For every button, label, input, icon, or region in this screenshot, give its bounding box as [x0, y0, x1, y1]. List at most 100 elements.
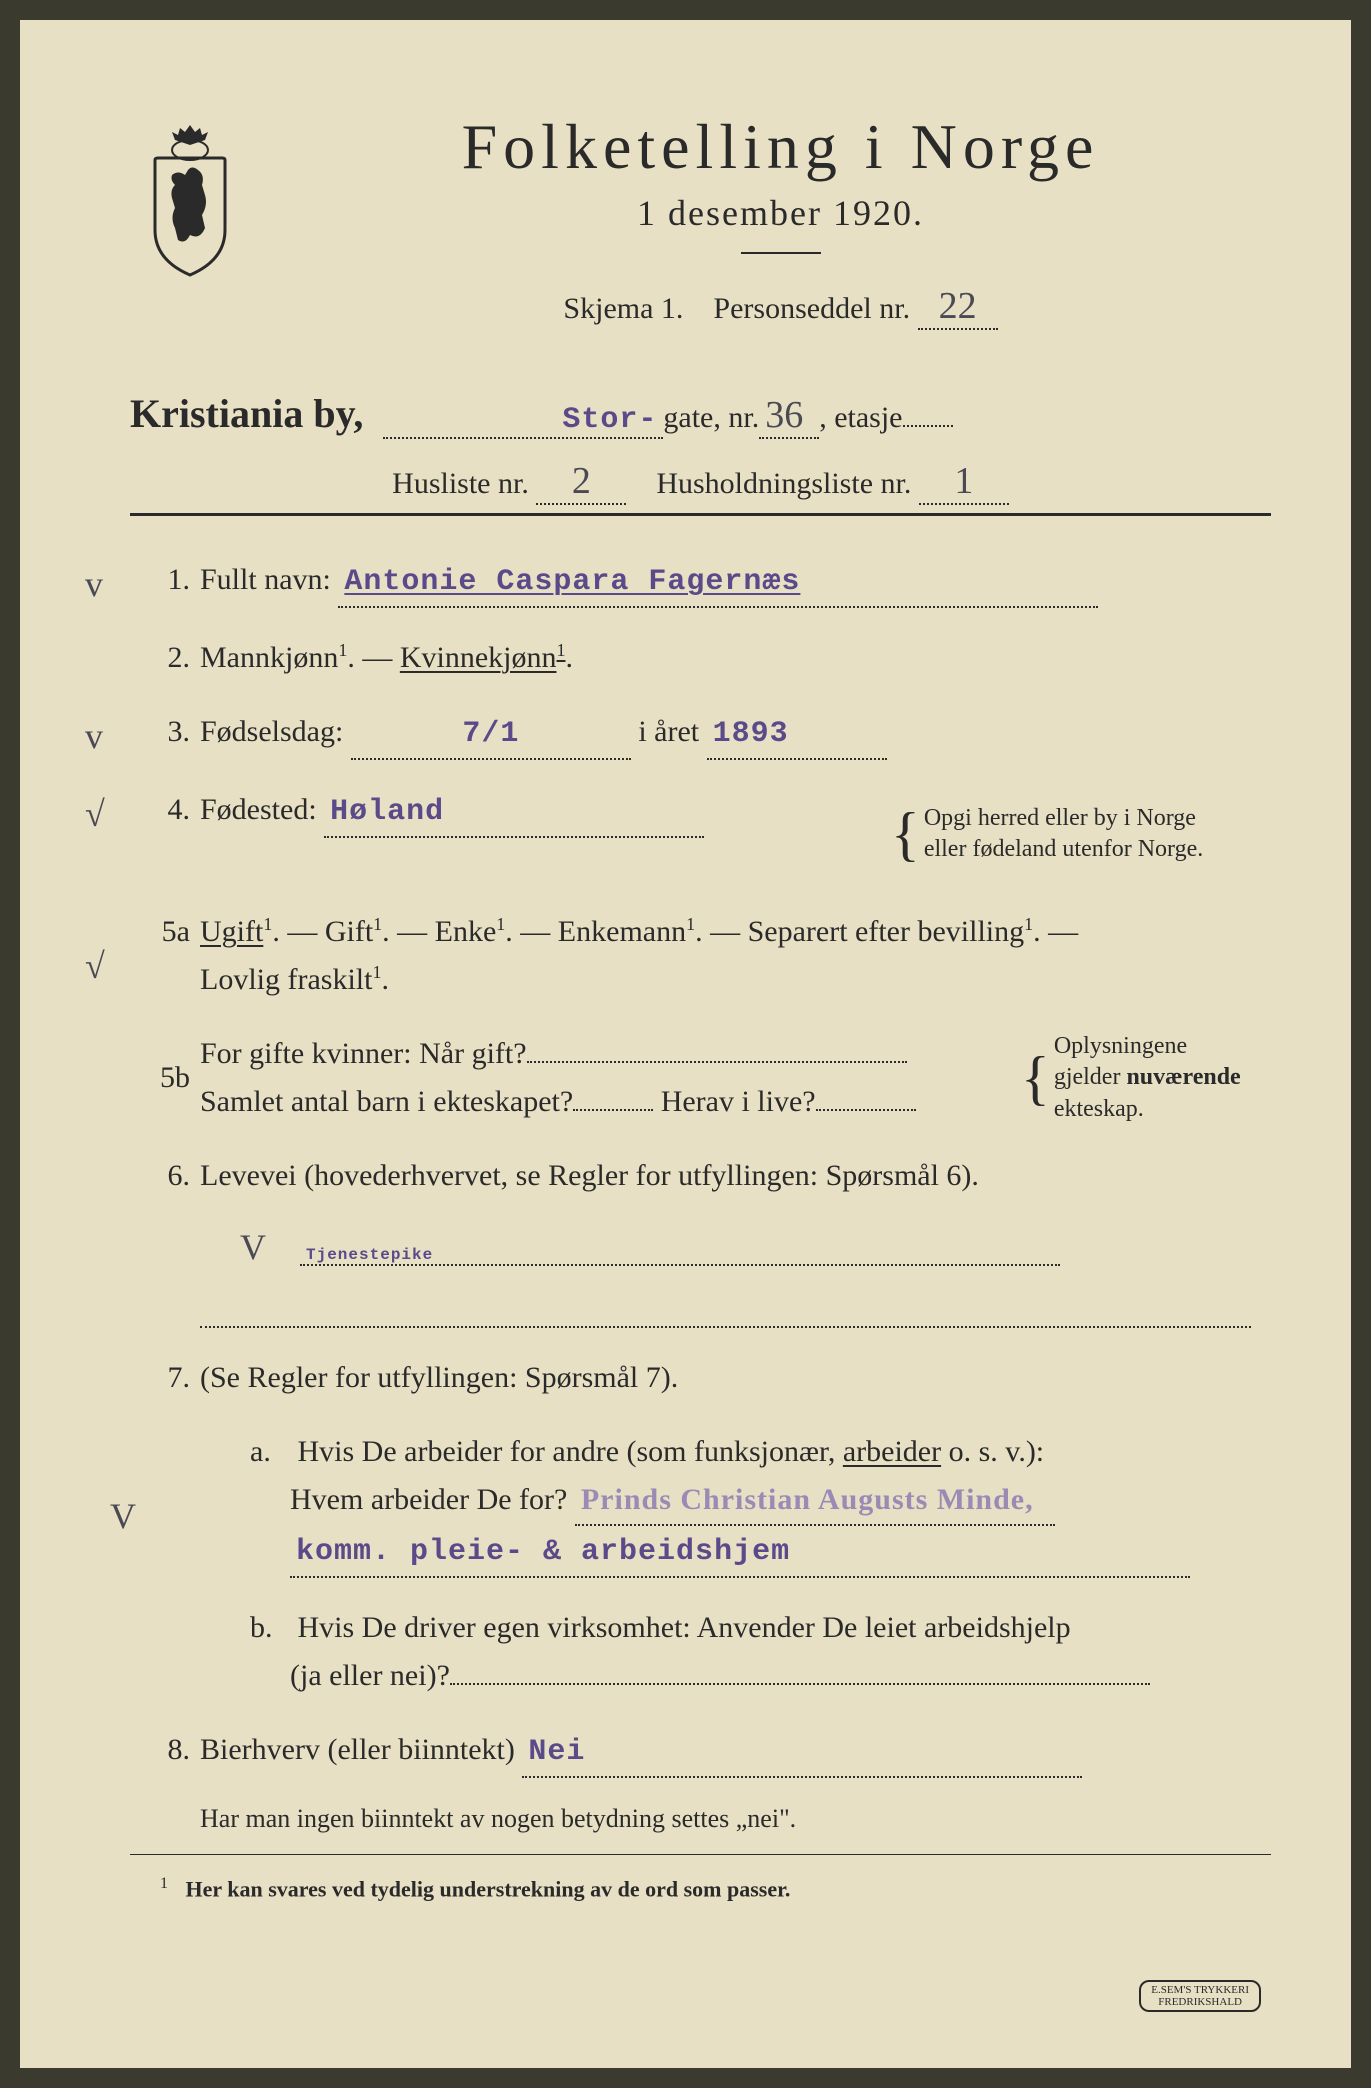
- q7b-row: b. Hvis De driver egen virksomhet: Anven…: [130, 1604, 1271, 1700]
- q6-blank-line: [200, 1298, 1251, 1328]
- q5a-gift: Gift: [325, 915, 373, 948]
- q5b-label2: Samlet antal barn i ekteskapet?: [200, 1085, 573, 1118]
- q5a-enkemann: Enkemann: [558, 915, 686, 948]
- census-date: 1 desember 1920.: [290, 192, 1271, 234]
- q5b-num: 5b: [130, 1054, 190, 1102]
- q3-year-label: i året: [638, 715, 699, 748]
- q5b-label3: Herav i live?: [661, 1085, 816, 1118]
- husliste-label: Husliste nr.: [392, 467, 529, 500]
- q3-year-value: 1893: [713, 717, 789, 751]
- q8-value: Nei: [528, 1735, 585, 1769]
- coat-of-arms-icon: [130, 120, 250, 280]
- q5a-enke: Enke: [435, 915, 497, 948]
- q5a-ugift: Ugift: [200, 915, 263, 948]
- q7b-letter: b.: [250, 1604, 290, 1652]
- q7a-label: Hvis De arbeider for andre (som funksjon…: [298, 1435, 836, 1468]
- personseddel-nr-value: 22: [918, 284, 998, 330]
- census-form-page: Folketelling i Norge 1 desember 1920. Sk…: [20, 20, 1351, 2068]
- q6-value: Tjenestepike: [306, 1246, 433, 1264]
- etasje-value: [903, 425, 953, 427]
- q8-label: Bierhverv (eller biinntekt): [200, 1733, 515, 1766]
- q3-row: v 3. Fødselsdag: 7/1 i året 1893: [130, 708, 1271, 760]
- q5a-row: √ 5a Ugift1. — Gift1. — Enke1. — Enkeman…: [130, 908, 1271, 1004]
- q4-note: Opgi herred eller by i Norge eller fødel…: [924, 803, 1203, 865]
- q4-note-line2: eller fødeland utenfor Norge.: [924, 836, 1203, 862]
- q7a-suffix: o. s. v.):: [949, 1435, 1045, 1468]
- printer-stamp: E.SEM'S TRYKKERI FREDRIKSHALD: [1139, 1980, 1261, 2012]
- city-label: Kristiania by,: [130, 390, 363, 437]
- husholdning-nr-value: 1: [919, 459, 1009, 505]
- husliste-nr-value: 2: [536, 459, 626, 505]
- etasje-label: , etasje: [819, 401, 902, 435]
- q6-checkmark: V: [240, 1227, 266, 1267]
- q7-num: 7.: [130, 1354, 190, 1402]
- q7a-arbeider: arbeider: [843, 1435, 941, 1468]
- q3-day-value: 7/1: [462, 717, 519, 751]
- husliste-line: Husliste nr. 2 Husholdningsliste nr. 1: [130, 459, 1271, 505]
- q6-label: Levevei (hovederhvervet, se Regler for u…: [200, 1159, 979, 1192]
- footer-divider: [130, 1854, 1271, 1855]
- q1-checkmark: v: [85, 556, 103, 614]
- q6-num: 6.: [130, 1152, 190, 1200]
- q5b-label1: For gifte kvinner: Når gift?: [200, 1037, 527, 1070]
- q8-row: 8. Bierhverv (eller biinntekt) Nei: [130, 1726, 1271, 1778]
- q2-num: 2.: [130, 634, 190, 682]
- personseddel-label: Personseddel nr.: [713, 292, 910, 325]
- main-title: Folketelling i Norge: [290, 110, 1271, 184]
- q7a-letter: a.: [250, 1428, 290, 1476]
- husholdning-label: Husholdningsliste nr.: [656, 467, 911, 500]
- q5a-fraskilt: Lovlig fraskilt: [200, 963, 372, 996]
- q5b-note-line2: gjelder nuværende: [1054, 1064, 1241, 1090]
- form-number-line: Skjema 1. Personseddel nr. 22: [290, 284, 1271, 330]
- q1-label: Fullt navn:: [200, 563, 331, 596]
- q4-num: 4.: [130, 786, 190, 834]
- footnote-text: Her kan svares ved tydelig understreknin…: [186, 1876, 791, 1901]
- q5b-note: Oplysningene gjelder nuværende ekteskap.: [1054, 1031, 1241, 1125]
- q3-label: Fødselsdag:: [200, 715, 343, 748]
- q4-note-line1: Opgi herred eller by i Norge: [924, 805, 1196, 831]
- q1-num: 1.: [130, 556, 190, 604]
- printer-line2: FREDRIKSHALD: [1158, 1996, 1242, 2008]
- q5b-note-line3: ekteskap.: [1054, 1096, 1144, 1122]
- q4-value: Høland: [330, 795, 444, 829]
- q1-value: Antonie Caspara Fagernæs: [344, 565, 800, 599]
- q3-num: 3.: [130, 708, 190, 756]
- gate-label: gate, nr.: [663, 401, 759, 435]
- footnote: 1 Her kan svares ved tydelig understrekn…: [130, 1875, 1271, 1902]
- q7a-row: V a. Hvis De arbeider for andre (som fun…: [130, 1428, 1271, 1578]
- q5a-separert: Separert efter bevilling: [748, 915, 1025, 948]
- title-divider: [741, 252, 821, 254]
- q7a-value2: komm. pleie- & arbeidshjem: [296, 1535, 790, 1569]
- street-value: Stor-: [562, 403, 657, 437]
- q4-label: Fødested:: [200, 793, 317, 826]
- q2-mann: Mannkjønn: [200, 641, 338, 674]
- location-line: Kristiania by, Stor- gate, nr. 36 , etas…: [130, 390, 1271, 439]
- header-divider: [130, 513, 1271, 516]
- q8-num: 8.: [130, 1726, 190, 1774]
- q5b-bracket-icon: {: [1021, 1039, 1050, 1117]
- q1-row: v 1. Fullt navn: Antonie Caspara Fagernæ…: [130, 556, 1271, 608]
- q7-checkmark: V: [110, 1488, 136, 1546]
- q4-row: √ 4. Fødested: Høland { Opgi herred elle…: [130, 786, 1271, 882]
- q7b-label: Hvis De driver egen virksomhet: Anvender…: [298, 1611, 1071, 1644]
- q6-answer-row: V Tjenestepike: [130, 1226, 1271, 1268]
- q6-row: 6. Levevei (hovederhvervet, se Regler fo…: [130, 1152, 1271, 1200]
- footer-note: Har man ingen biinntekt av nogen betydni…: [130, 1804, 1271, 1834]
- q5a-num: 5a: [130, 908, 190, 956]
- printer-line1: E.SEM'S TRYKKERI: [1151, 1984, 1249, 1996]
- footnote-num: 1: [160, 1875, 168, 1892]
- title-block: Folketelling i Norge 1 desember 1920. Sk…: [290, 110, 1271, 370]
- skjema-label: Skjema 1.: [563, 292, 683, 325]
- q3-checkmark: v: [85, 708, 103, 766]
- q4-bracket-icon: {: [891, 786, 920, 882]
- q7a-q: Hvem arbeider De for?: [290, 1483, 567, 1516]
- q2-row: 2. Mannkjønn1. — Kvinnekjønn1.: [130, 634, 1271, 682]
- q2-kvinne: Kvinnekjønn: [400, 641, 557, 674]
- q5a-checkmark: √: [85, 938, 105, 996]
- q5b-note-line1: Oplysningene: [1054, 1033, 1187, 1059]
- q4-checkmark: √: [85, 786, 105, 844]
- form-header: Folketelling i Norge 1 desember 1920. Sk…: [130, 110, 1271, 370]
- q7-row: 7. (Se Regler for utfyllingen: Spørsmål …: [130, 1354, 1271, 1402]
- q7b-q: (ja eller nei)?: [290, 1659, 450, 1692]
- q7-label: (Se Regler for utfyllingen: Spørsmål 7).: [200, 1361, 678, 1394]
